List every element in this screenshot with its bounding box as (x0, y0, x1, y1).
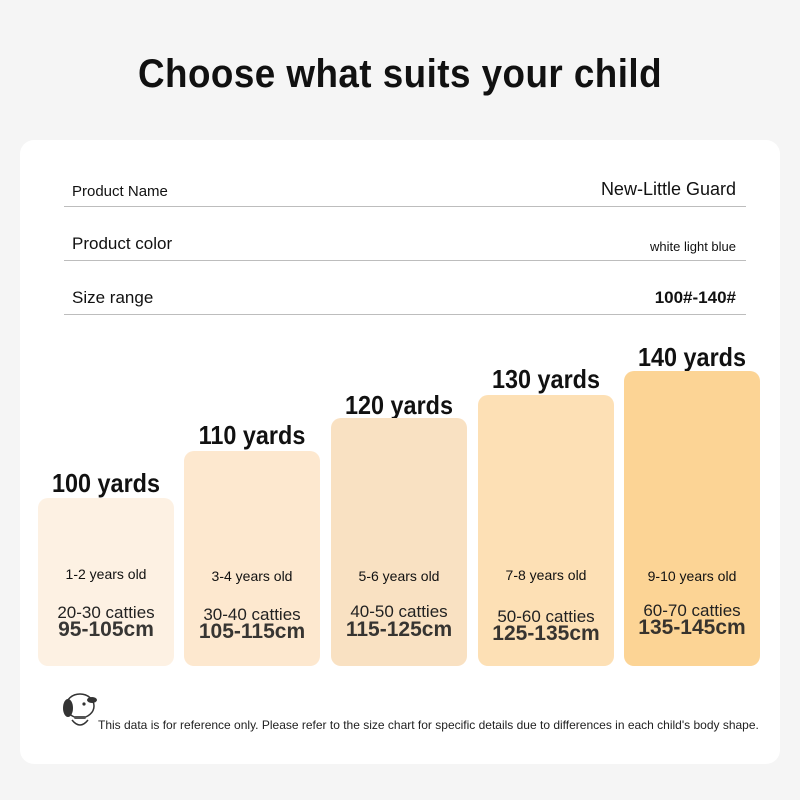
size-age: 9-10 years old (647, 568, 737, 584)
size-age: 7-8 years old (505, 567, 587, 583)
size-weight: 20-30 catties (57, 603, 155, 622)
size-yards-label: 130 yards (492, 364, 600, 394)
size-yards-label: 120 yards (345, 390, 453, 420)
product-color-row: Product color white light blue (64, 228, 746, 261)
product-color-value: white light blue (650, 239, 736, 254)
size-range-value: 100#-140# (654, 288, 736, 307)
size-yards-label: 110 yards (198, 420, 306, 450)
size-range-label: Size range (72, 288, 154, 307)
reference-note: This data is for reference only. Please … (98, 718, 759, 732)
size-age: 3-4 years old (211, 568, 293, 584)
size-box (331, 418, 467, 666)
size-weight: 30-40 catties (203, 605, 301, 624)
info-card: Product Name New-Little Guard Product co… (20, 140, 780, 764)
size-height: 135-145cm (638, 616, 746, 639)
size-height: 115-125cm (345, 618, 453, 641)
size-weight: 60-70 catties (643, 601, 741, 620)
size-weight: 40-50 catties (350, 602, 448, 621)
size-age: 1-2 years old (65, 566, 147, 582)
size-yards-label: 140 yards (638, 342, 746, 372)
product-name-label: Product Name (72, 183, 168, 200)
size-age: 5-6 years old (358, 568, 440, 584)
size-height: 105-115cm (198, 620, 306, 643)
size-range-row: Size range 100#-140# (64, 280, 746, 315)
size-box (38, 498, 174, 666)
size-height: 125-135cm (492, 622, 600, 645)
product-name-value: New-Little Guard (600, 179, 736, 199)
product-name-row: Product Name New-Little Guard (64, 170, 746, 207)
size-box (478, 395, 614, 666)
size-height: 95-105cm (58, 618, 154, 641)
size-yards-label: 100 yards (52, 468, 160, 498)
size-weight: 50-60 catties (497, 607, 595, 626)
size-box (184, 451, 320, 666)
page-title: Choose what suits your child (137, 52, 663, 96)
product-color-label: Product color (72, 234, 173, 253)
size-box (624, 371, 760, 666)
dog-mascot-icon (63, 693, 97, 726)
